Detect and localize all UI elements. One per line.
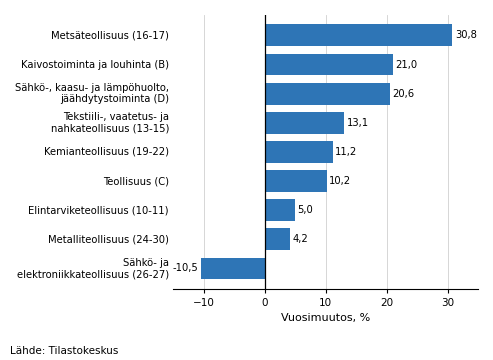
Text: 21,0: 21,0 <box>395 59 417 69</box>
Bar <box>265 24 453 46</box>
Bar <box>265 112 345 134</box>
Bar <box>265 199 295 221</box>
Bar <box>265 228 290 250</box>
Text: -10,5: -10,5 <box>173 264 198 274</box>
Bar <box>265 170 327 192</box>
Bar <box>201 257 265 279</box>
Bar <box>265 141 333 163</box>
Text: 11,2: 11,2 <box>335 147 357 157</box>
Text: 20,6: 20,6 <box>392 89 415 99</box>
Text: 5,0: 5,0 <box>298 205 313 215</box>
Bar <box>265 83 390 104</box>
Text: 4,2: 4,2 <box>293 234 309 244</box>
Text: Lähde: Tilastokeskus: Lähde: Tilastokeskus <box>10 346 118 356</box>
Text: 30,8: 30,8 <box>455 30 477 40</box>
Text: 10,2: 10,2 <box>329 176 352 186</box>
Bar <box>265 54 392 76</box>
X-axis label: Vuosimuutos, %: Vuosimuutos, % <box>281 314 370 323</box>
Text: 13,1: 13,1 <box>347 118 369 128</box>
